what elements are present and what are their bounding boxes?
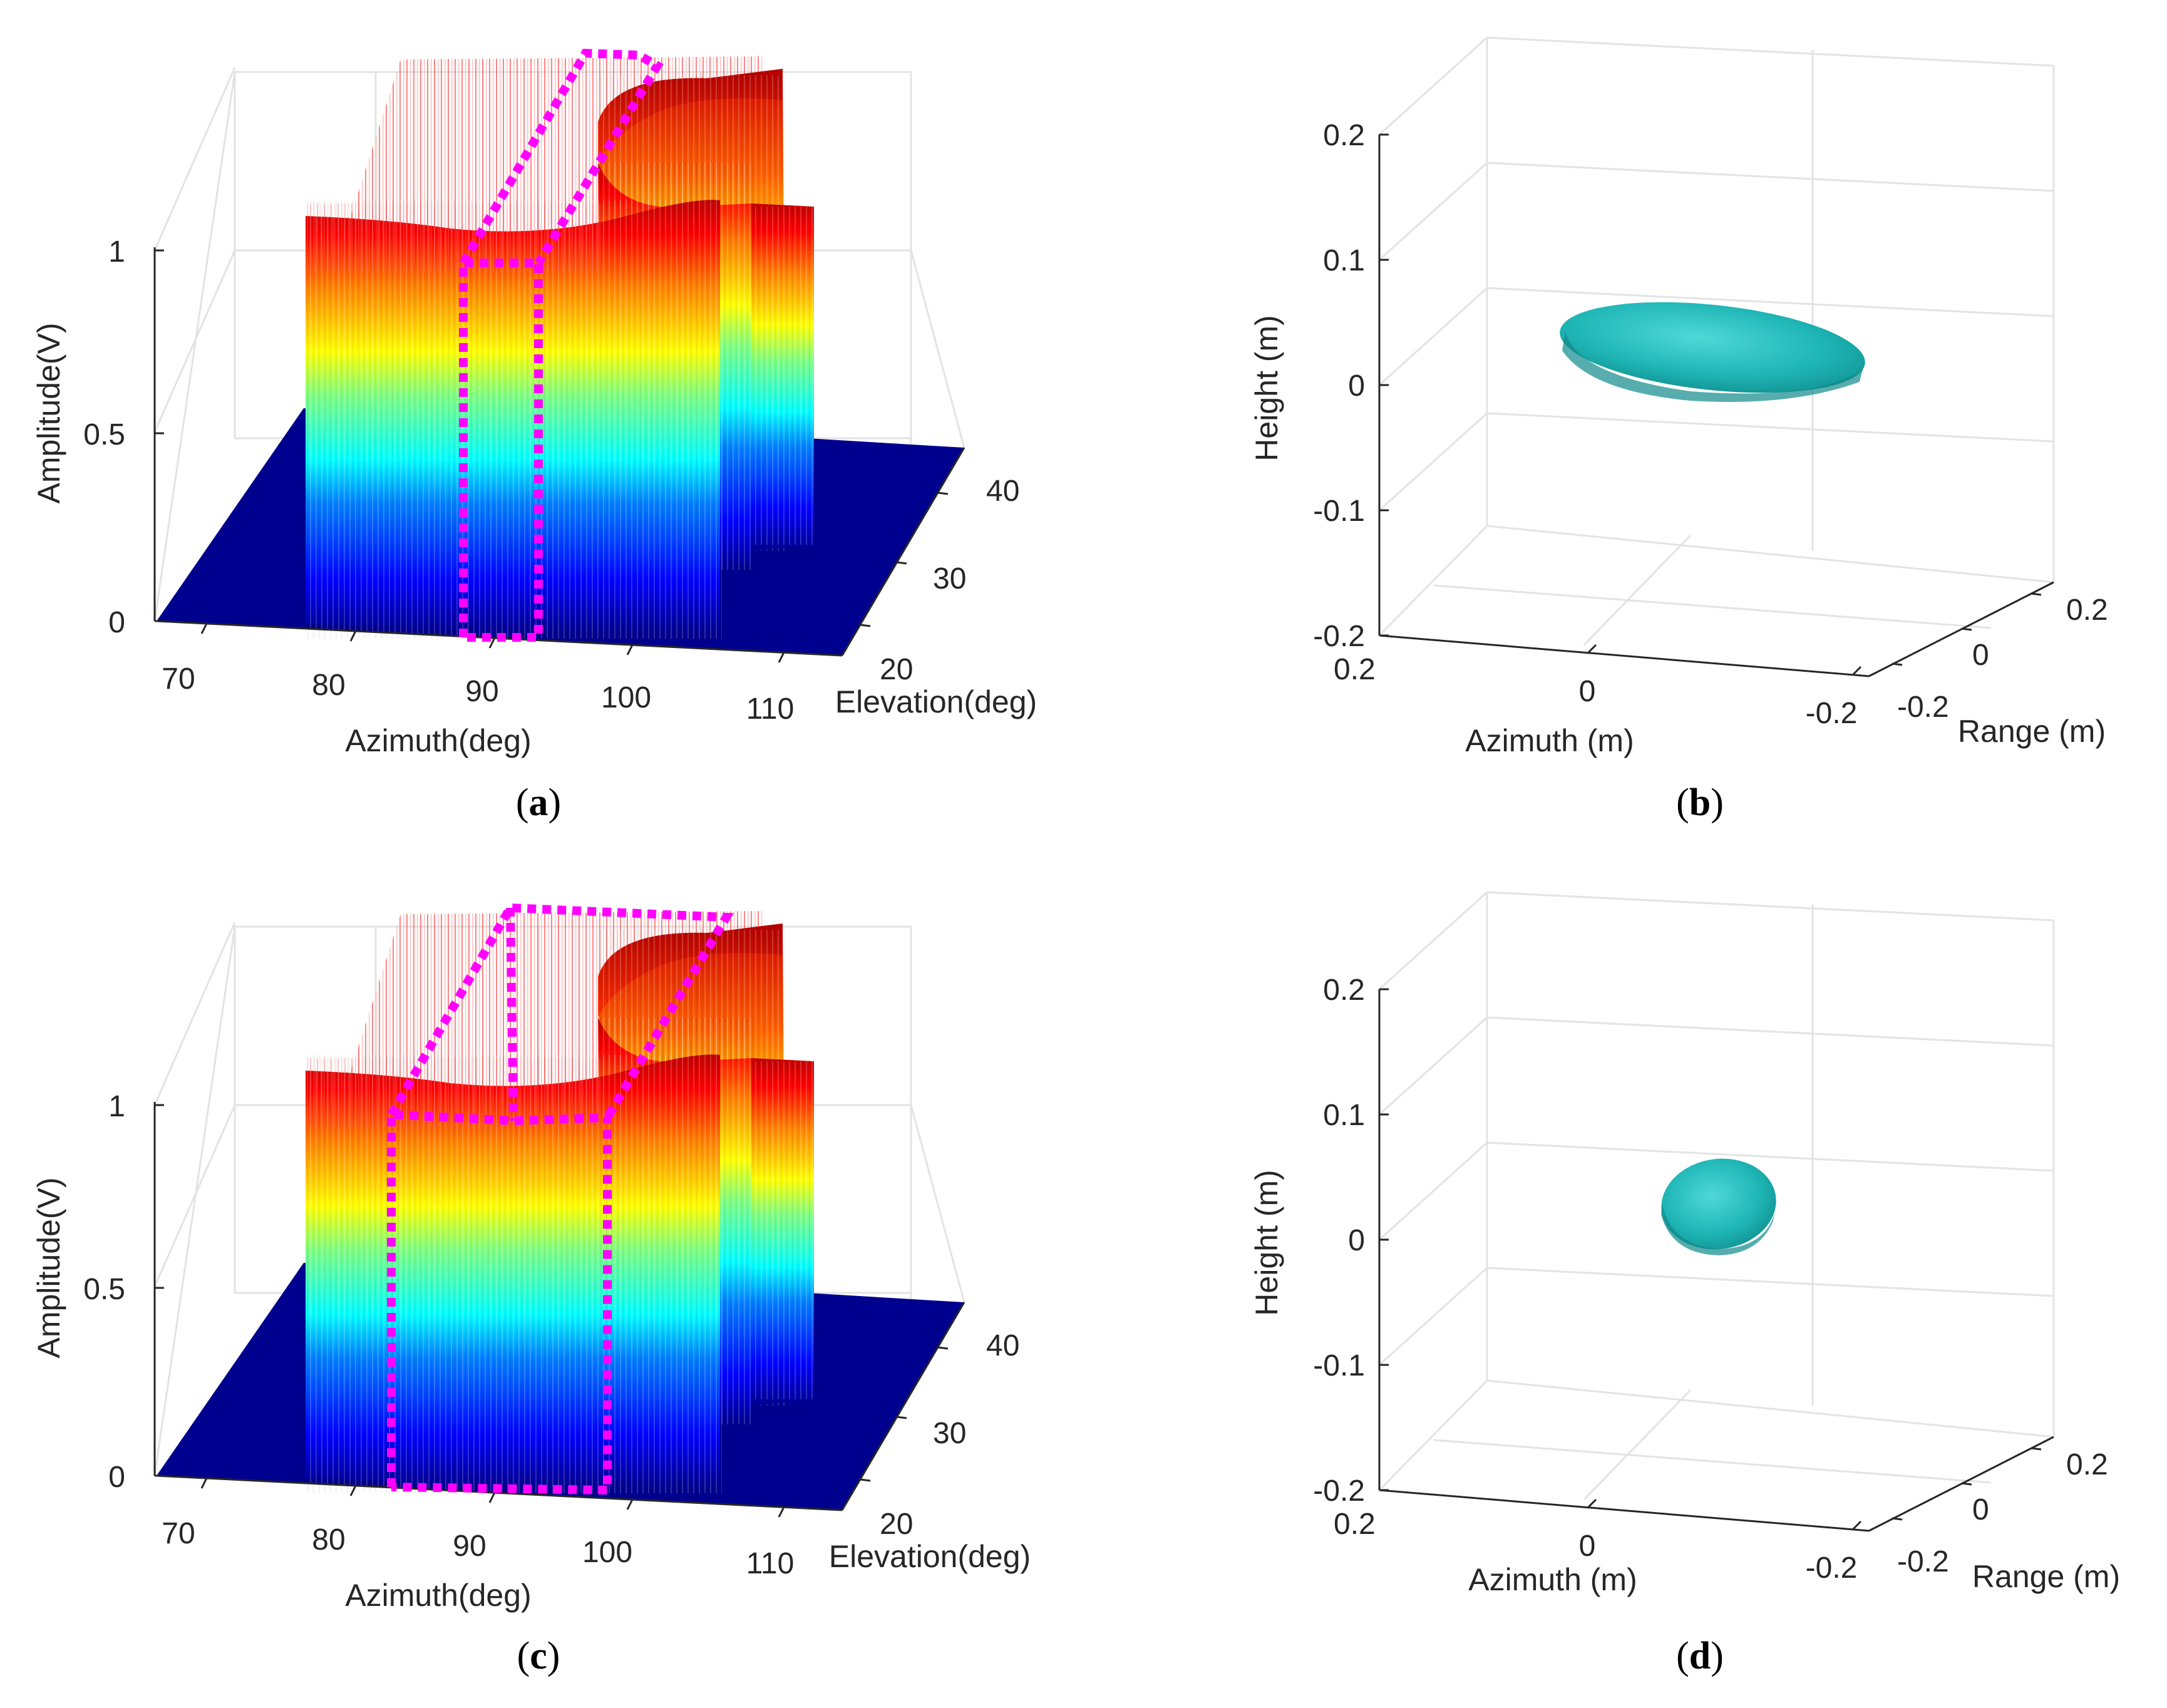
z-tick-d-1: 0.1 xyxy=(1323,1099,1365,1132)
panel-d: 0.2 0.1 0 -0.1 -0.2 0.2 0 -0.2 -0.2 0 0.… xyxy=(1249,891,2120,1677)
z-tick-a-2: 1 xyxy=(108,235,125,269)
panel-a: 0 0.5 1 70 80 90 100 110 20 30 40 Amplit… xyxy=(31,48,1037,824)
caption-b-letter: b xyxy=(1689,781,1711,824)
z-tick-d-0: 0.2 xyxy=(1323,974,1365,1007)
x-tick-a-2: 90 xyxy=(465,675,498,708)
z-tick-b-0: 0.2 xyxy=(1323,119,1365,152)
y-axis-label-d: Range (m) xyxy=(1972,1559,2120,1594)
y-axis-label-a: Elevation(deg) xyxy=(835,684,1037,719)
svg-text:(a): (a) xyxy=(516,781,561,824)
y-tick-b-2: 0.2 xyxy=(2066,594,2108,627)
caption-a: (a) xyxy=(516,781,561,824)
panel-b: 0.2 0.1 0 -0.1 -0.2 0.2 0 -0.2 -0.2 0 0.… xyxy=(1249,36,2108,824)
isosurface-d xyxy=(1661,1158,1776,1255)
y-axis-label-c: Elevation(deg) xyxy=(829,1539,1031,1574)
y-tick-b-0: -0.2 xyxy=(1897,691,1949,724)
x-tick-d-1: 0 xyxy=(1579,1530,1596,1563)
z-tick-d-3: -0.1 xyxy=(1313,1349,1365,1382)
z-tick-d-2: 0 xyxy=(1348,1224,1365,1257)
panel-c: 0 0.5 1 70 80 90 100 110 20 30 40 Amplit… xyxy=(31,903,1031,1677)
highlight-box-c xyxy=(387,903,734,1495)
z-tick-c-1: 0.5 xyxy=(83,1273,125,1306)
x-tick-a-4: 110 xyxy=(746,692,795,726)
x-tick-b-1: 0 xyxy=(1579,675,1596,708)
z-tick-d-4: -0.2 xyxy=(1313,1474,1365,1508)
y-tick-c-0: 20 xyxy=(880,1508,913,1541)
y-tick-a-2: 40 xyxy=(986,475,1019,508)
z-axis-label-c: Amplitude(V) xyxy=(31,1178,66,1359)
y-tick-d-0: -0.2 xyxy=(1897,1545,1949,1578)
x-axis-label-d: Azimuth (m) xyxy=(1468,1562,1637,1597)
x-tick-c-2: 90 xyxy=(453,1530,486,1563)
z-axis-label-b: Height (m) xyxy=(1249,315,1284,461)
z-tick-a-0: 0 xyxy=(108,606,125,639)
svg-text:(c): (c) xyxy=(517,1635,560,1677)
x-tick-c-3: 100 xyxy=(582,1536,632,1569)
x-tick-d-0: 0.2 xyxy=(1334,1508,1376,1541)
x-tick-c-4: 110 xyxy=(746,1547,795,1580)
x-tick-b-2: -0.2 xyxy=(1806,697,1858,730)
x-tick-c-1: 80 xyxy=(312,1523,345,1556)
y-tick-d-2: 0.2 xyxy=(2066,1448,2108,1481)
caption-d-letter: d xyxy=(1689,1635,1711,1677)
caption-c: (c) xyxy=(517,1635,560,1677)
z-tick-c-0: 0 xyxy=(108,1461,125,1494)
x-tick-d-2: -0.2 xyxy=(1806,1551,1858,1585)
y-tick-a-1: 30 xyxy=(933,562,966,595)
isosurface-b xyxy=(1560,302,1865,402)
z-tick-b-1: 0.1 xyxy=(1323,244,1365,277)
x-tick-a-0: 70 xyxy=(162,662,195,696)
x-tick-b-0: 0.2 xyxy=(1334,653,1376,686)
highlight-box-a xyxy=(459,48,664,642)
svg-text:(b): (b) xyxy=(1676,781,1724,824)
caption-d: (d) xyxy=(1676,1635,1724,1677)
y-tick-c-2: 40 xyxy=(986,1329,1019,1362)
x-axis-label-b: Azimuth (m) xyxy=(1465,723,1634,758)
z-tick-a-1: 0.5 xyxy=(83,418,125,451)
z-tick-b-4: -0.2 xyxy=(1313,620,1365,653)
z-tick-b-3: -0.1 xyxy=(1313,495,1365,528)
x-tick-c-0: 70 xyxy=(162,1517,195,1550)
caption-a-letter: a xyxy=(529,781,548,824)
amplitude-plot-c xyxy=(153,910,965,1518)
z-tick-b-2: 0 xyxy=(1348,369,1365,403)
z-tick-c-2: 1 xyxy=(108,1090,125,1123)
caption-b: (b) xyxy=(1676,781,1724,824)
y-axis-label-b: Range (m) xyxy=(1958,714,2106,749)
z-axis-label-a: Amplitude(V) xyxy=(31,323,66,504)
y-tick-c-1: 30 xyxy=(933,1417,966,1450)
x-axis-label-c: Azimuth(deg) xyxy=(345,1578,531,1613)
y-tick-d-1: 0 xyxy=(1972,1493,1989,1526)
caption-c-letter: c xyxy=(530,1635,547,1677)
y-tick-b-1: 0 xyxy=(1972,639,1989,672)
z-axis-label-d: Height (m) xyxy=(1249,1170,1284,1315)
x-tick-a-3: 100 xyxy=(601,681,651,714)
amplitude-plot-a xyxy=(153,55,965,664)
x-tick-a-1: 80 xyxy=(312,669,345,702)
x-axis-label-a: Azimuth(deg) xyxy=(345,723,531,758)
y-tick-a-0: 20 xyxy=(880,653,913,686)
svg-text:(d): (d) xyxy=(1676,1635,1724,1677)
